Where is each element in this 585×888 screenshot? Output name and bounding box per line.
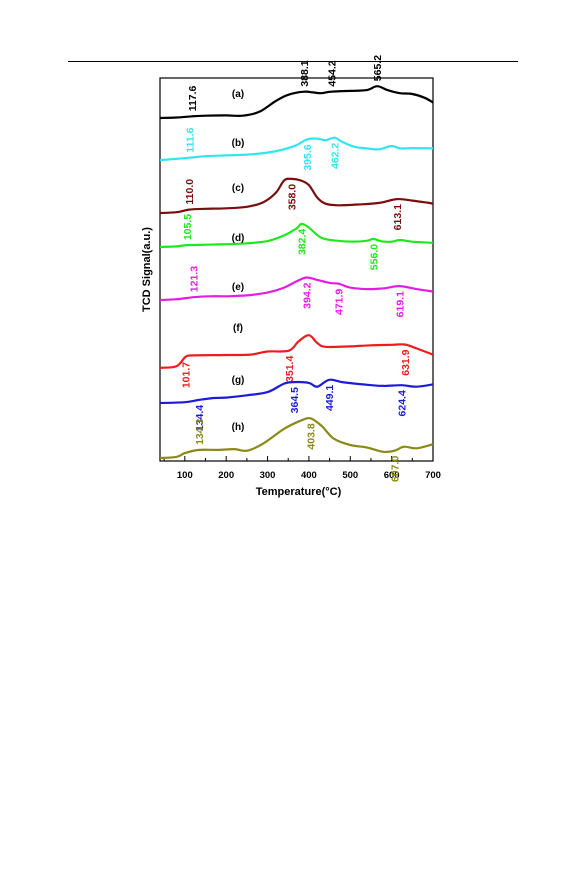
- peak-label: 358.0: [287, 184, 299, 210]
- y-axis-title: TCD Signal(a.u.): [141, 227, 153, 312]
- series-label: (g): [232, 375, 245, 386]
- peak-label: 395.6: [302, 144, 314, 170]
- peak-label: 105.5: [182, 214, 194, 240]
- peak-label: 101.7: [181, 362, 193, 388]
- series-label: (c): [232, 183, 244, 194]
- peak-label: 619.1: [395, 291, 407, 317]
- x-axis-title: Temperature(°C): [256, 486, 342, 498]
- peak-label: 403.8: [305, 423, 317, 449]
- peak-label: 110.0: [184, 179, 196, 205]
- series-line-8: [159, 416, 434, 460]
- peak-label: 449.1: [324, 385, 336, 411]
- series-label: (b): [232, 138, 245, 149]
- page-header-rule: [68, 61, 518, 62]
- series-label: (h): [232, 422, 245, 433]
- plot-frame: [159, 77, 434, 462]
- series-line-2: [159, 136, 434, 162]
- x-tick-label: 300: [260, 470, 276, 481]
- x-tick-label: 700: [425, 470, 441, 481]
- peak-label: 462.2: [330, 143, 342, 169]
- peak-label: 111.6: [185, 127, 197, 152]
- series-line-4: [159, 222, 434, 249]
- peak-label: 471.9: [334, 289, 346, 315]
- peak-label: 364.5: [289, 387, 301, 413]
- series-label: (e): [232, 282, 244, 293]
- series-label: (f): [233, 323, 243, 334]
- peak-label: 117.6: [187, 85, 199, 111]
- peak-label: 134.4: [194, 405, 206, 431]
- x-tick-label: 200: [218, 470, 234, 481]
- peak-label: 394.2: [302, 282, 314, 308]
- series-line-1: [159, 85, 434, 120]
- peak-label: 134.3: [194, 418, 206, 444]
- peak-label: 607.0: [390, 456, 402, 482]
- series-label: (d): [232, 233, 245, 244]
- x-tick-label: 100: [177, 470, 193, 481]
- series-line-6: [159, 334, 434, 369]
- series-label: (a): [232, 89, 244, 100]
- peak-label: 624.4: [397, 390, 409, 416]
- peak-label: 565.2: [372, 55, 384, 81]
- x-tick-label: 500: [342, 470, 358, 481]
- peak-label: 631.9: [400, 349, 412, 375]
- peak-label: 351.4: [284, 356, 296, 382]
- series-line-5: [159, 276, 434, 302]
- peak-label: 613.1: [392, 204, 404, 230]
- x-tick-label: 400: [301, 470, 317, 481]
- series-line-3: [159, 177, 434, 215]
- peak-label: 121.3: [189, 266, 201, 292]
- series-line-7: [159, 378, 434, 405]
- peak-label: 556.0: [368, 244, 380, 270]
- peak-label: 382.4: [297, 229, 309, 255]
- peak-label: 388.1: [299, 60, 311, 86]
- peak-label: 454.2: [326, 60, 338, 86]
- x-tick-label: 600: [384, 470, 400, 481]
